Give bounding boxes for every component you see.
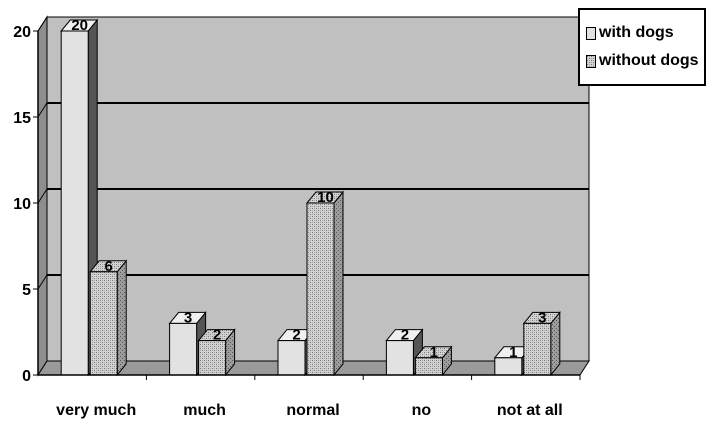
bar-with-dogs-0 xyxy=(60,30,89,376)
data-label-1-1: 2 xyxy=(213,327,221,344)
legend: with dogs without dogs xyxy=(578,8,706,86)
data-labels: 20 6 3 2 2 10 2 1 1 3 xyxy=(71,17,546,361)
bar-side-1-0 xyxy=(116,259,127,377)
data-label-0-0: 20 xyxy=(71,17,88,34)
gridline-side-15 xyxy=(37,102,48,118)
legend-swatch-with-dogs xyxy=(586,26,596,40)
data-label-1-3: 1 xyxy=(430,344,438,361)
y-tick-label-15: 15 xyxy=(13,110,31,127)
data-label-1-2: 10 xyxy=(317,189,334,206)
bar-without-dogs-0 xyxy=(89,271,118,376)
category-label-0: very much xyxy=(56,402,136,419)
y-tick-labels: 0 5 10 15 20 xyxy=(13,24,31,385)
gridlines xyxy=(37,16,589,290)
category-labels: very much much normal no not at all xyxy=(56,402,563,419)
data-label-1-4: 3 xyxy=(538,309,546,326)
bar-without-dogs-4 xyxy=(523,322,552,376)
bar-without-dogs-1 xyxy=(198,340,227,376)
category-label-4: not at all xyxy=(497,402,563,419)
bar-with-dogs-1 xyxy=(169,322,198,376)
gridline-side-10 xyxy=(37,188,48,204)
legend-item-with-dogs: with dogs xyxy=(586,22,674,44)
category-label-2: normal xyxy=(286,402,339,419)
bars xyxy=(60,18,561,377)
category-label-3: no xyxy=(412,402,432,419)
legend-swatch-without-dogs xyxy=(586,54,596,68)
data-label-0-2: 2 xyxy=(292,327,300,344)
data-label-0-3: 2 xyxy=(401,327,409,344)
axes xyxy=(33,30,581,380)
legend-label-without-dogs: without dogs xyxy=(599,52,699,69)
bar-side-1-2 xyxy=(333,190,344,377)
bar-with-dogs-3 xyxy=(385,340,414,376)
y-tick-label-0: 0 xyxy=(22,368,31,385)
y-tick-label-10: 10 xyxy=(13,196,31,213)
data-label-0-1: 3 xyxy=(184,309,192,326)
legend-item-without-dogs: without dogs xyxy=(586,50,699,72)
data-label-0-4: 1 xyxy=(509,344,517,361)
bar-without-dogs-2 xyxy=(306,202,335,376)
category-label-1: much xyxy=(183,402,226,419)
y-tick-label-5: 5 xyxy=(22,282,31,299)
gridline-side-5 xyxy=(37,274,48,290)
gridline-side-20 xyxy=(37,16,48,32)
bar-with-dogs-2 xyxy=(277,340,306,376)
legend-label-with-dogs: with dogs xyxy=(599,24,674,41)
data-label-1-0: 6 xyxy=(105,258,113,275)
y-tick-label-20: 20 xyxy=(13,24,31,41)
